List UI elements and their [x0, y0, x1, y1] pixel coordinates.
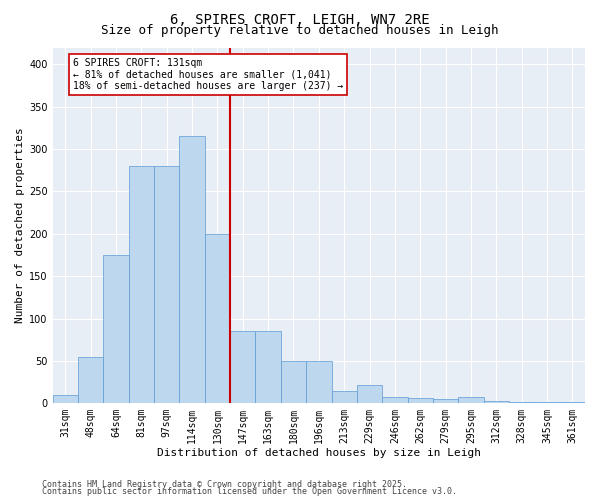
- Bar: [306, 361, 332, 403]
- Bar: [154, 166, 179, 403]
- Bar: [407, 398, 433, 403]
- Bar: [53, 395, 78, 403]
- Bar: [382, 398, 407, 403]
- Bar: [357, 384, 382, 403]
- Bar: [535, 402, 560, 403]
- Bar: [509, 402, 535, 403]
- Bar: [179, 136, 205, 403]
- Bar: [560, 402, 585, 403]
- Bar: [332, 390, 357, 403]
- Text: 6 SPIRES CROFT: 131sqm
← 81% of detached houses are smaller (1,041)
18% of semi-: 6 SPIRES CROFT: 131sqm ← 81% of detached…: [73, 58, 343, 91]
- Y-axis label: Number of detached properties: Number of detached properties: [15, 128, 25, 323]
- Bar: [103, 255, 129, 403]
- Text: Size of property relative to detached houses in Leigh: Size of property relative to detached ho…: [101, 24, 499, 37]
- Text: Contains HM Land Registry data © Crown copyright and database right 2025.: Contains HM Land Registry data © Crown c…: [42, 480, 407, 489]
- Bar: [230, 331, 256, 403]
- Text: 6, SPIRES CROFT, LEIGH, WN7 2RE: 6, SPIRES CROFT, LEIGH, WN7 2RE: [170, 12, 430, 26]
- Bar: [205, 234, 230, 403]
- X-axis label: Distribution of detached houses by size in Leigh: Distribution of detached houses by size …: [157, 448, 481, 458]
- Bar: [281, 361, 306, 403]
- Bar: [256, 331, 281, 403]
- Bar: [484, 400, 509, 403]
- Bar: [129, 166, 154, 403]
- Bar: [78, 356, 103, 403]
- Text: Contains public sector information licensed under the Open Government Licence v3: Contains public sector information licen…: [42, 487, 457, 496]
- Bar: [433, 399, 458, 403]
- Bar: [458, 398, 484, 403]
